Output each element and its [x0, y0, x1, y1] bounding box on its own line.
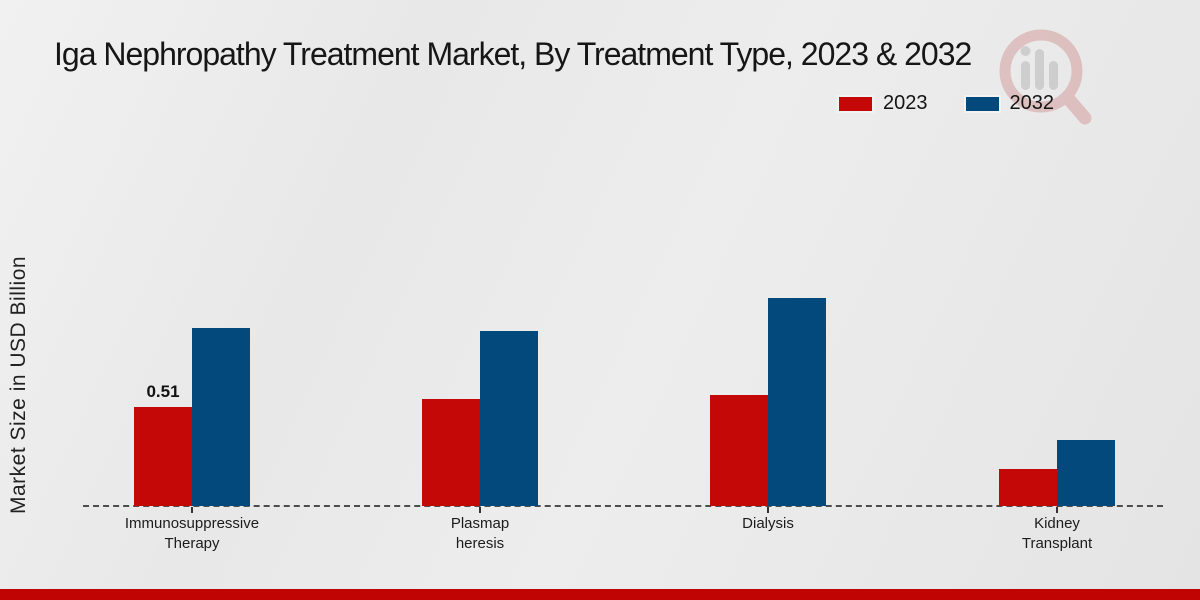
x-axis-baseline: [83, 505, 1163, 507]
bar-2032-kidney-transplant: [1057, 440, 1115, 506]
bar-2032-plasmapheresis: [480, 331, 538, 506]
category-label-plasmapheresis: Plasmap heresis: [450, 515, 510, 552]
legend-item-2032: 2032: [965, 92, 1055, 115]
legend-label-2023: 2023: [883, 92, 928, 114]
bar-2023-kidney-transplant: [999, 469, 1057, 506]
magnifier-bar-chart-icon: [999, 29, 1092, 125]
mrfr-watermark-logo: [995, 22, 1095, 132]
x-axis-tick-0: [191, 507, 193, 513]
bar-2023-immunosuppressive-therapy: [134, 407, 192, 506]
category-label-immunosuppressive-therapy: Immunosuppressive Therapy: [124, 515, 260, 552]
legend-swatch-2023: [839, 96, 872, 111]
legend: 2023 2032: [839, 92, 1054, 115]
bar-2032-dialysis: [768, 298, 826, 506]
x-axis-tick-3: [1056, 507, 1058, 513]
legend-item-2023: 2023: [839, 92, 928, 115]
footer-accent-bar: [0, 589, 1200, 600]
bar-data-label: 0.51: [146, 382, 180, 401]
bar-2032-immunosuppressive-therapy: [192, 328, 250, 506]
legend-swatch-2032: [965, 96, 999, 111]
bar-2023-dialysis: [710, 395, 768, 506]
legend-label-2032: 2032: [1009, 92, 1055, 114]
chart-title: Iga Nephropathy Treatment Market, By Tre…: [54, 36, 972, 72]
category-label-dialysis: Dialysis: [742, 515, 794, 532]
x-axis-tick-1: [479, 507, 481, 513]
category-label-kidney-transplant: Kidney Transplant: [1021, 515, 1093, 552]
bar-2023-plasmapheresis: [422, 399, 480, 506]
x-axis-tick-2: [767, 507, 769, 513]
